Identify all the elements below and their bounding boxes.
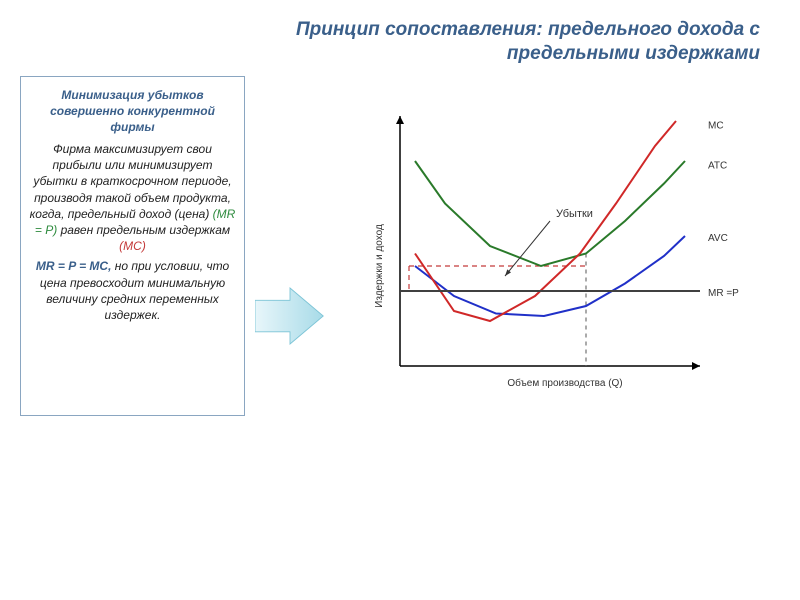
svg-text:AVC: AVC: [708, 233, 728, 244]
svg-text:ATC: ATC: [708, 160, 727, 171]
title-line-2: предельными издержками: [507, 43, 760, 64]
svg-text:Убытки: Убытки: [556, 208, 593, 220]
svg-text:MR =P: MR =P: [708, 288, 739, 299]
text-panel: Минимизация убытков совершенно конкурент…: [20, 76, 245, 416]
svg-text:Издержки и доход: Издержки и доход: [374, 224, 385, 308]
title-line-1: Принцип сопоставления: предельного доход…: [296, 19, 760, 40]
arrow-right: [255, 76, 325, 416]
svg-text:Объем производства (Q): Объем производства (Q): [507, 377, 622, 389]
svg-text:MC: MC: [708, 120, 724, 131]
panel-eq: MR = P = MC, но при условии, что цена пр…: [29, 258, 236, 323]
panel-body: Фирма максимизирует свои прибыли или мин…: [29, 141, 236, 254]
panel-heading: Минимизация убытков совершенно конкурент…: [29, 87, 236, 136]
econ-chart: Издержки и доход Объем производства (Q) MC…: [335, 76, 780, 416]
